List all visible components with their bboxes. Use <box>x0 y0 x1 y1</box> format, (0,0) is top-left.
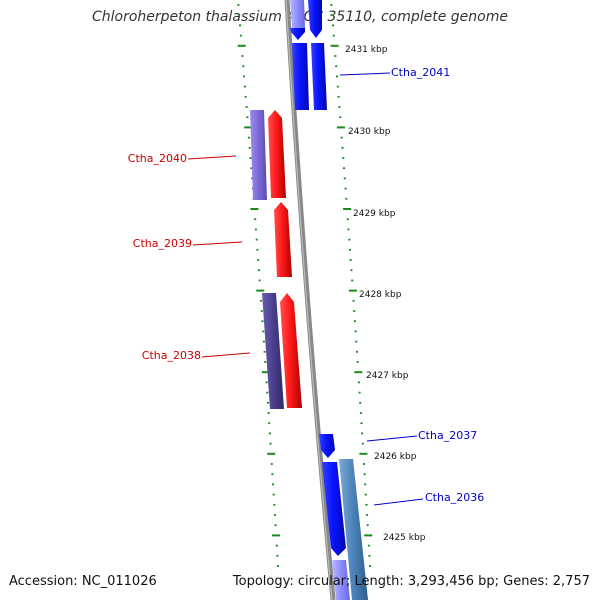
gene-feature-ctha-2041-a[interactable] <box>292 43 309 110</box>
accession-text: Accession: NC_011026 <box>9 574 157 589</box>
gene-feature-ctha-2041-b[interactable] <box>311 43 327 110</box>
leader-line-ctha-2038 <box>201 352 251 358</box>
gene-label-ctha-2037[interactable]: Ctha_2037 <box>418 429 477 442</box>
label-leader-lines <box>187 72 424 506</box>
outer-tick-marks <box>330 4 373 567</box>
genome-axis-highlight <box>285 0 333 600</box>
gene-feature-ctha-2039[interactable] <box>274 202 292 277</box>
gene-label-ctha-2040[interactable]: Ctha_2040 <box>128 152 187 165</box>
scale-label: 2428 kbp <box>359 290 402 300</box>
scale-label: 2425 kbp <box>383 533 426 543</box>
leader-line-ctha-2037 <box>366 435 418 442</box>
leader-line-ctha-2036 <box>373 498 424 506</box>
scale-label: 2427 kbp <box>366 371 409 381</box>
leader-line-ctha-2039 <box>192 241 243 246</box>
genome-axis-line <box>284 0 336 600</box>
scale-label: 2426 kbp <box>374 452 417 462</box>
gene-feature-ctha-2036-steel[interactable] <box>339 459 368 600</box>
topology-summary-text: Topology: circular; Length: 3,293,456 bp… <box>232 574 590 589</box>
gene-feature-top-arrow-a[interactable] <box>290 28 305 40</box>
gene-labels: Ctha_2041 Ctha_2040 Ctha_2039 Ctha_2038 … <box>128 66 484 504</box>
gene-label-ctha-2041[interactable]: Ctha_2041 <box>391 66 450 79</box>
gene-features <box>250 0 368 600</box>
scale-labels: 2431 kbp 2430 kbp 2429 kbp 2428 kbp 2427… <box>345 45 426 543</box>
inner-tick-marks <box>237 4 281 567</box>
gene-feature-top-arrow-b[interactable] <box>308 0 322 38</box>
gene-feature-ctha-2038-red[interactable] <box>280 293 302 408</box>
scale-label: 2430 kbp <box>348 127 391 137</box>
gene-label-ctha-2038[interactable]: Ctha_2038 <box>142 349 201 362</box>
gene-label-ctha-2039[interactable]: Ctha_2039 <box>133 237 192 250</box>
leader-line-ctha-2040 <box>187 155 237 160</box>
gene-feature-ctha-2040-purple[interactable] <box>250 110 267 200</box>
gene-feature-ctha-2038-purple[interactable] <box>262 293 284 409</box>
gene-feature-ctha-2040-red[interactable] <box>268 110 286 198</box>
gene-feature-ctha-2036-blue[interactable] <box>322 462 346 556</box>
leader-line-ctha-2041 <box>339 72 391 76</box>
gene-feature-ctha-2037[interactable] <box>319 434 335 458</box>
gene-feature-bottom-light[interactable] <box>332 560 350 600</box>
gene-label-ctha-2036[interactable]: Ctha_2036 <box>425 491 484 504</box>
gene-feature-top-light[interactable] <box>290 0 305 28</box>
scale-label: 2431 kbp <box>345 45 388 55</box>
scale-label: 2429 kbp <box>353 209 396 219</box>
